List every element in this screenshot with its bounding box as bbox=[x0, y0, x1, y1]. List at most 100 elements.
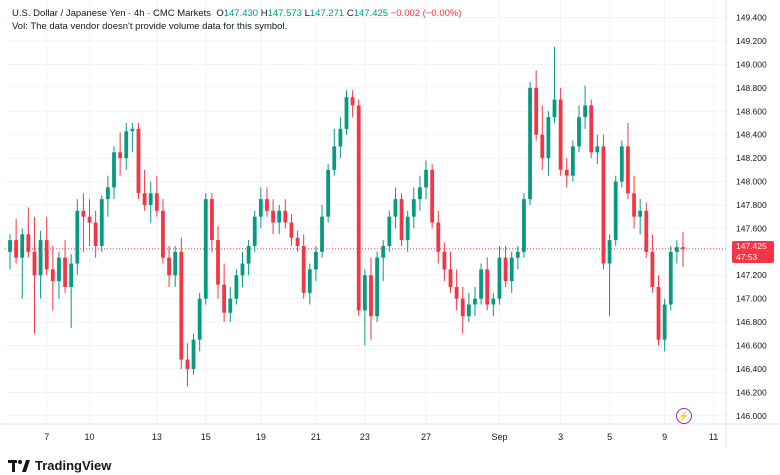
candle-body bbox=[558, 99, 563, 170]
candle-body bbox=[577, 117, 581, 147]
candle-down bbox=[399, 193, 404, 246]
candle-up bbox=[613, 175, 618, 246]
candle-down bbox=[136, 122, 141, 200]
candle-body bbox=[136, 128, 141, 194]
candle-body bbox=[191, 339, 196, 369]
candle-body bbox=[142, 193, 147, 205]
candle-body bbox=[130, 128, 135, 132]
candle-body bbox=[583, 105, 588, 118]
candle-down bbox=[179, 237, 184, 369]
candle-up bbox=[344, 90, 349, 135]
candle-down bbox=[222, 263, 227, 323]
candle-body bbox=[534, 87, 539, 135]
candle-body bbox=[595, 146, 600, 153]
candle-up bbox=[583, 85, 588, 129]
candle-down bbox=[540, 105, 545, 170]
candle-body bbox=[105, 187, 110, 200]
x-tick-label: 21 bbox=[311, 432, 321, 442]
candle-body bbox=[626, 146, 630, 194]
candle-down bbox=[632, 175, 636, 229]
candle-up bbox=[381, 240, 386, 282]
x-tick-label: 3 bbox=[558, 432, 563, 442]
candle-body bbox=[405, 216, 410, 241]
candle-down bbox=[656, 275, 661, 346]
candle-body bbox=[326, 169, 331, 217]
tradingview-logo[interactable]: TradingView bbox=[8, 458, 111, 473]
y-tick-label: 147.800 bbox=[736, 200, 767, 210]
candle-down bbox=[185, 343, 190, 387]
x-tick-label: Sep bbox=[491, 432, 507, 442]
candle-down bbox=[118, 132, 123, 176]
y-tick-label: 146.800 bbox=[736, 317, 767, 327]
candle-body bbox=[681, 247, 685, 249]
candle-body bbox=[314, 251, 318, 270]
candle-body bbox=[252, 216, 257, 246]
candle-down bbox=[289, 214, 294, 246]
y-tick-label: 147.000 bbox=[736, 294, 767, 304]
candle-up bbox=[148, 181, 153, 223]
candle-down bbox=[154, 175, 159, 217]
candle-body bbox=[50, 269, 55, 282]
candle-body bbox=[466, 304, 471, 317]
candle-body bbox=[148, 193, 153, 205]
candle-body bbox=[154, 193, 159, 211]
x-tick-label: 5 bbox=[607, 432, 612, 442]
price-axis[interactable]: 146.000 146.200 146.400 146.600 146.800 147.0… bbox=[736, 13, 767, 421]
candle-body bbox=[601, 146, 606, 264]
candle-body bbox=[375, 257, 379, 317]
candle-body bbox=[320, 216, 324, 252]
candle-body bbox=[570, 146, 575, 176]
last-price-value: 147.425 bbox=[736, 241, 767, 251]
candle-body bbox=[216, 240, 220, 285]
candle-body bbox=[228, 298, 233, 313]
candle-body bbox=[638, 210, 643, 217]
x-tick-label: 23 bbox=[360, 432, 370, 442]
candle-body bbox=[430, 169, 435, 223]
candle-body bbox=[460, 298, 465, 317]
candle-body bbox=[393, 199, 398, 217]
candle-body bbox=[564, 169, 569, 176]
candle-up bbox=[252, 210, 257, 252]
candle-body bbox=[454, 286, 459, 299]
candle-body bbox=[203, 199, 208, 299]
candle-down bbox=[356, 99, 361, 317]
candle-body bbox=[448, 269, 453, 287]
candle-body bbox=[301, 245, 306, 293]
candle-body bbox=[479, 269, 483, 299]
candle-up bbox=[191, 333, 196, 375]
x-tick-label: 11 bbox=[709, 432, 718, 442]
candle-up bbox=[552, 46, 557, 123]
candle-up bbox=[668, 245, 673, 311]
candle-body bbox=[338, 128, 343, 147]
candle-down bbox=[44, 216, 49, 276]
candle-up bbox=[314, 245, 318, 282]
candle-up bbox=[515, 245, 520, 270]
candle-body bbox=[258, 199, 263, 217]
candle-up bbox=[491, 292, 496, 317]
candle-down bbox=[503, 245, 508, 287]
candle-body bbox=[344, 97, 349, 129]
candle-body bbox=[387, 216, 392, 246]
candle-body bbox=[38, 240, 43, 276]
x-tick-label: 7 bbox=[44, 432, 49, 442]
candle-body bbox=[424, 169, 428, 188]
time-axis[interactable]: 7 10 13 15 19 21 23 27 Sep 3 5 9 11 bbox=[44, 432, 718, 442]
candle-down bbox=[26, 207, 31, 258]
candle-down bbox=[50, 245, 55, 311]
candle-body bbox=[63, 257, 67, 287]
candle-down bbox=[369, 257, 373, 340]
candle-body bbox=[540, 134, 545, 159]
candle-body bbox=[491, 298, 496, 305]
candle-body bbox=[362, 275, 367, 311]
candle-down bbox=[454, 269, 459, 311]
candle-up bbox=[528, 81, 532, 205]
candle-up bbox=[479, 263, 483, 305]
candle-down bbox=[14, 219, 19, 264]
candle-body bbox=[522, 199, 526, 252]
candle-body bbox=[44, 240, 49, 270]
candle-down bbox=[436, 210, 441, 264]
candle-down bbox=[485, 257, 490, 311]
lightning-icon[interactable]: ⚡ bbox=[676, 408, 692, 424]
candle-body bbox=[277, 210, 282, 223]
